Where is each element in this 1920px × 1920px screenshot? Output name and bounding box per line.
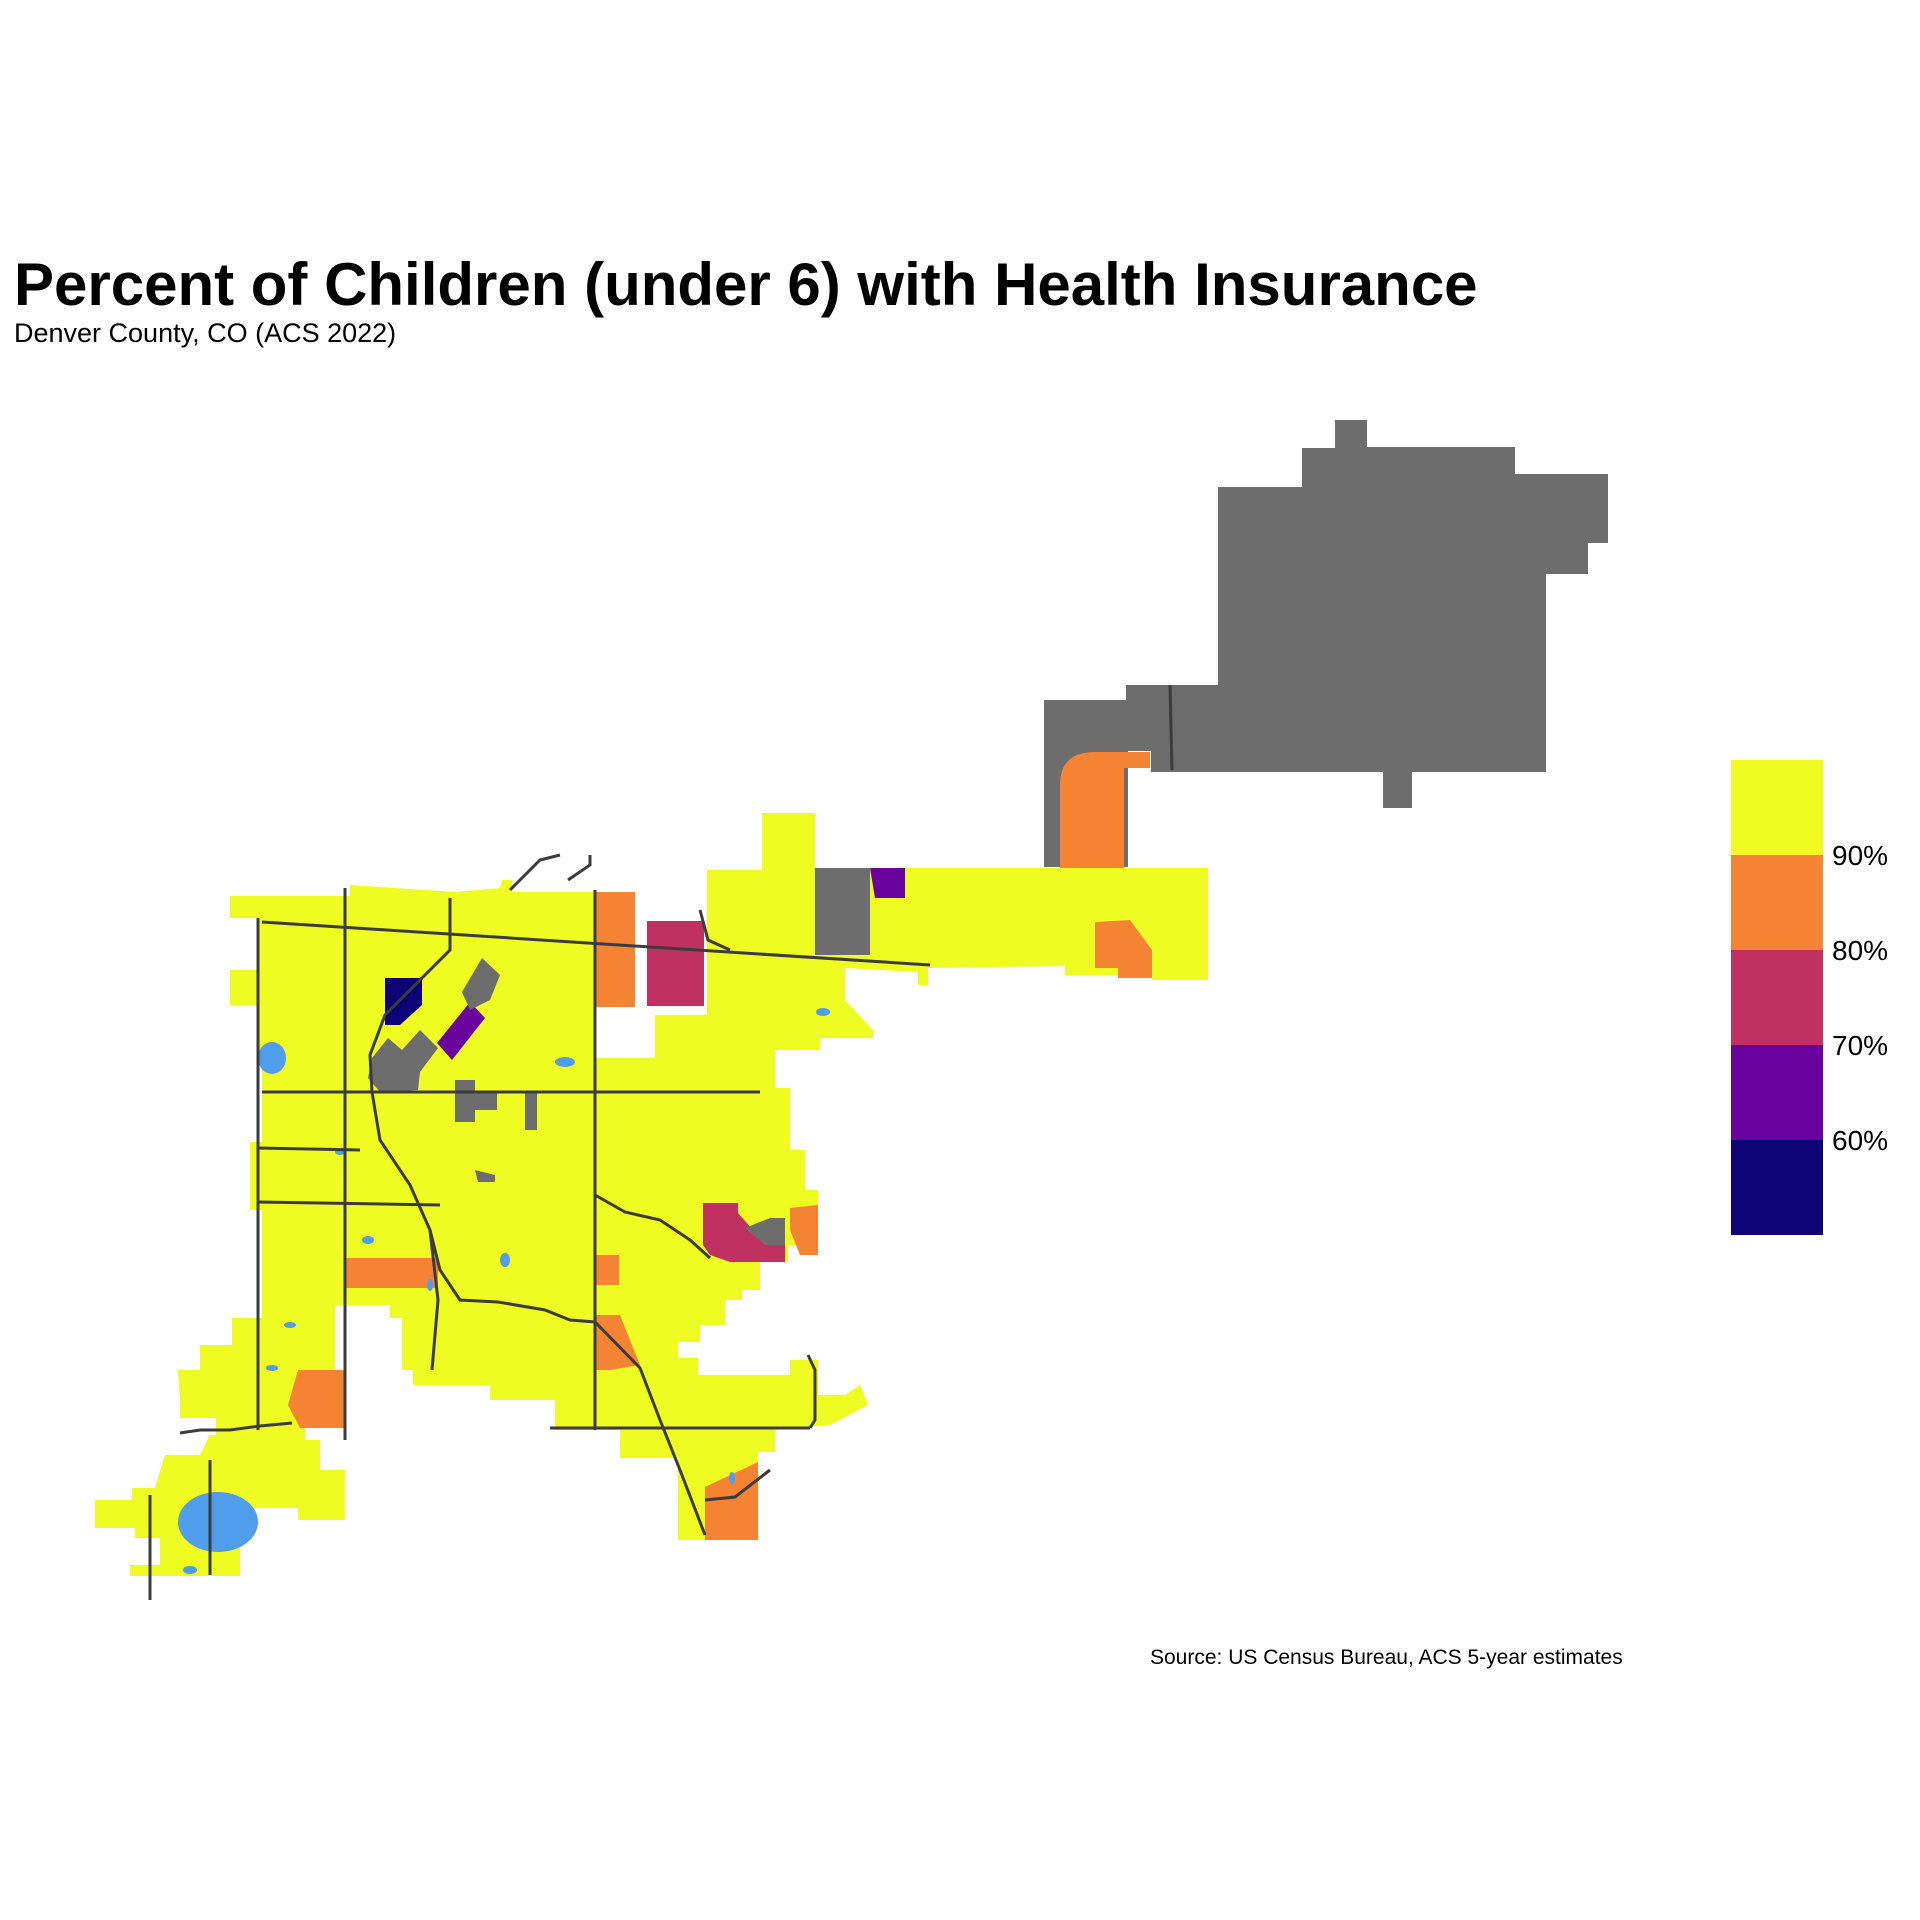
water-bodies <box>178 1008 830 1574</box>
orange-tracts <box>288 892 1152 1540</box>
tract-m1 <box>647 921 704 1006</box>
road-mississippi <box>257 1200 441 1207</box>
tract-o3 <box>288 1370 345 1428</box>
lake-small-5 <box>284 1322 296 1328</box>
road-alameda <box>257 1146 361 1152</box>
roads <box>148 853 931 1600</box>
road-pena <box>1168 684 1174 771</box>
road-north <box>698 909 731 952</box>
magenta-tracts <box>647 921 785 1262</box>
tract-o6 <box>1095 920 1152 978</box>
lake-small-7 <box>729 1472 735 1484</box>
legend-bin-below-60 <box>1731 1140 1823 1235</box>
map-title: Percent of Children (under 6) with Healt… <box>14 251 1478 318</box>
tract-g3 <box>462 958 500 1010</box>
tract-p2 <box>870 868 905 898</box>
road-i25 <box>368 898 707 1536</box>
lake-small-3 <box>362 1236 374 1244</box>
legend-tick-70: 70% <box>1832 1030 1889 1061</box>
gray-tracts <box>368 868 870 1245</box>
road-i25-south <box>428 1229 440 1371</box>
tract-g1 <box>815 868 870 955</box>
map-subtitle: Denver County, CO (ACS 2022) <box>14 318 397 348</box>
road-i70 <box>261 920 931 967</box>
road-nw <box>508 853 561 892</box>
tract-p1 <box>437 1002 485 1060</box>
tract-base <box>95 813 1208 1576</box>
tract-g6 <box>475 1170 495 1182</box>
source-caption: Source: US Census Bureau, ACS 5-year est… <box>1150 1646 1623 1669</box>
lake-small-9 <box>183 1566 197 1574</box>
legend-bin-90-plus <box>1731 760 1823 855</box>
tract-m2 <box>703 1203 785 1262</box>
denver-tracts <box>95 813 1208 1576</box>
road-c470 <box>704 1468 771 1502</box>
lake-small-4 <box>266 1365 278 1371</box>
lake-small-2 <box>500 1253 510 1267</box>
northeast-tracts <box>1044 420 1608 870</box>
legend-bin-60-70 <box>1731 1045 1823 1140</box>
legend-tick-90: 90% <box>1832 840 1889 871</box>
tract-dia <box>1044 420 1608 867</box>
road-nw-2 <box>567 855 592 882</box>
lake-marston <box>178 1492 258 1552</box>
lake-small-1 <box>555 1057 575 1067</box>
tract-o1 <box>595 892 635 1007</box>
legend-tick-80: 80% <box>1832 935 1889 966</box>
tract-o7 <box>790 1205 818 1255</box>
tract-o4 <box>595 1255 619 1285</box>
tract-o8 <box>705 1462 758 1540</box>
lake-sloan <box>258 1042 286 1074</box>
road-hampden-east <box>806 1354 817 1429</box>
lake-small-6 <box>427 1279 433 1291</box>
legend-bin-70-80 <box>1731 950 1823 1045</box>
road-sw <box>179 1421 293 1435</box>
tract-g2 <box>368 1030 438 1092</box>
tract-n1 <box>385 978 422 1025</box>
lake-small-8 <box>816 1008 830 1016</box>
legend-bin-80-90 <box>1731 855 1823 950</box>
tract-peninsula <box>1060 752 1150 870</box>
tract-g5 <box>525 1093 537 1130</box>
tract-o2 <box>345 1258 438 1288</box>
tract-g7 <box>745 1218 785 1245</box>
legend-tick-60: 60% <box>1832 1125 1889 1156</box>
road-225 <box>594 1193 712 1260</box>
